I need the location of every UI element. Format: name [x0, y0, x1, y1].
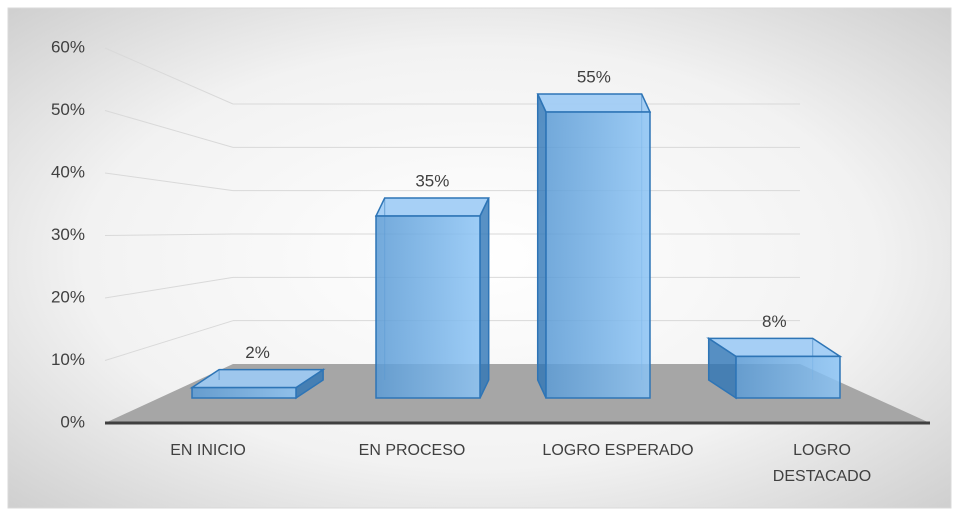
x-tick-label: EN PROCESO: [358, 442, 466, 459]
grid-line: [104, 233, 234, 236]
bar: [735, 355, 841, 399]
grid-line: [104, 47, 234, 105]
bar-top: [374, 197, 490, 217]
grid-line: [104, 172, 234, 192]
y-tick-label: 60%: [51, 37, 85, 56]
y-tick-label: 30%: [51, 225, 85, 244]
y-tick-label: 10%: [51, 350, 85, 369]
grid-line: [104, 320, 234, 361]
x-tick-label: EN INICIO: [170, 442, 246, 459]
bar-side: [536, 93, 547, 399]
bar: [545, 111, 651, 399]
bar-top: [536, 93, 652, 113]
grid-line: [104, 276, 234, 299]
y-tick-label: 50%: [51, 100, 85, 119]
value-label: 55%: [577, 67, 611, 86]
y-tick-label: 0%: [60, 412, 85, 431]
bar: [191, 386, 297, 399]
bar: [375, 215, 481, 399]
y-tick-label: 40%: [51, 162, 85, 181]
x-tick-label: LOGRO ESPERADO: [542, 442, 694, 459]
grid-line: [104, 110, 234, 148]
x-tick-label: LOGRO DESTACADO: [772, 442, 872, 485]
y-tick-label: 20%: [51, 287, 85, 306]
value-label: 35%: [415, 171, 449, 190]
value-label: 2%: [245, 343, 270, 362]
bar-side: [479, 197, 490, 399]
value-label: 8%: [762, 312, 787, 331]
